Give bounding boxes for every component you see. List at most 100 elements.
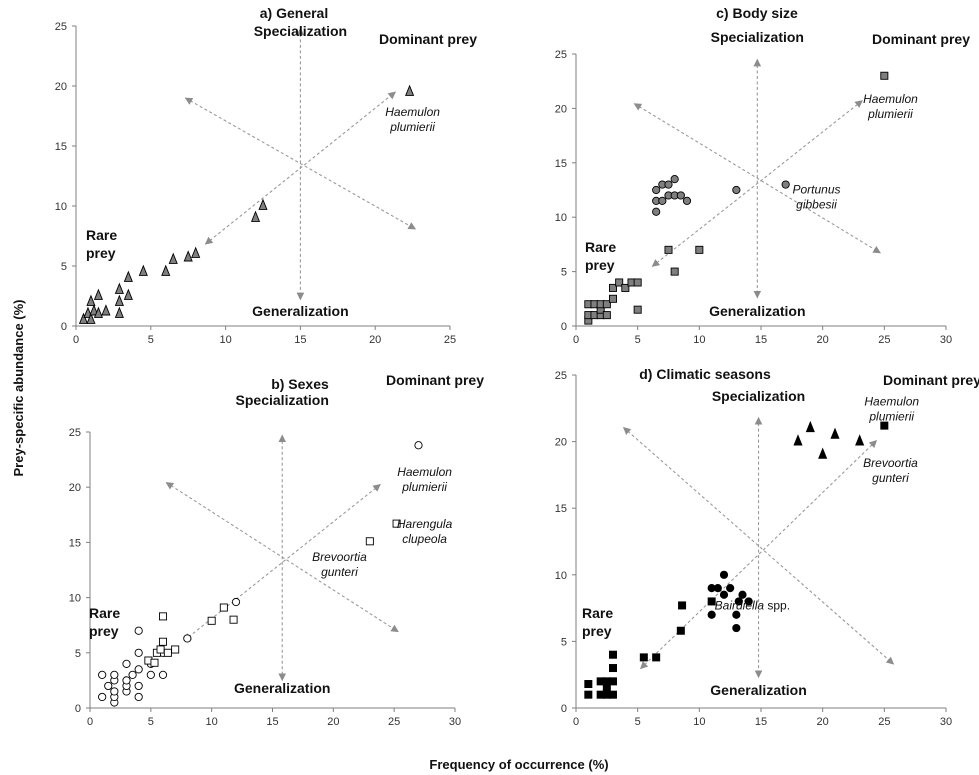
panel-title: a) General (260, 5, 328, 21)
data-point (633, 278, 642, 287)
data-point (609, 283, 618, 292)
data-point (156, 645, 165, 654)
y-tick-label: 15 (55, 141, 67, 153)
y-tick-label: 25 (55, 21, 67, 33)
data-point (123, 288, 133, 300)
y-tick-label: 5 (75, 648, 81, 660)
species-annotation: plumierii (868, 410, 914, 424)
data-point (676, 191, 685, 200)
data-point (719, 570, 729, 579)
y-tick-label: 10 (69, 593, 81, 605)
x-tick-label: 10 (693, 716, 705, 728)
rare-prey-label: prey (89, 623, 119, 639)
data-point (168, 252, 178, 264)
series-triangle (793, 420, 865, 459)
data-point (734, 597, 743, 606)
y-tick-label: 0 (61, 321, 67, 333)
data-point (150, 658, 159, 667)
y-tick-label: 25 (555, 370, 567, 382)
x-tick-label: 5 (148, 334, 154, 346)
data-point (732, 185, 741, 195)
rare-prey-label: Rare (585, 239, 616, 255)
data-point (707, 597, 716, 606)
data-point (602, 300, 611, 309)
rare-prey-label: prey (86, 245, 116, 261)
series-circle (652, 175, 790, 216)
data-point (793, 434, 803, 446)
x-tick-label: 30 (940, 716, 952, 728)
x-tick-label: 0 (73, 334, 79, 346)
data-point (158, 612, 167, 621)
panel-title: b) Sexes (271, 376, 329, 392)
data-point (658, 196, 667, 205)
data-point (639, 653, 648, 662)
series-square (144, 519, 401, 667)
generalization-label: Generalization (710, 682, 806, 698)
data-point (134, 692, 143, 702)
data-point (392, 519, 401, 528)
y-tick-label: 10 (555, 570, 567, 582)
x-tick-label: 5 (635, 716, 641, 728)
data-point (104, 681, 113, 691)
data-point (855, 434, 865, 446)
data-point (229, 615, 238, 624)
data-point (609, 664, 618, 673)
x-tick-label: 5 (148, 716, 154, 728)
panel-title: d) Climatic seasons (639, 366, 771, 382)
species-annotation: plumierii (401, 480, 447, 494)
x-tick-label: 30 (449, 716, 461, 728)
data-point (110, 687, 119, 696)
series-square (584, 421, 889, 699)
data-point (138, 264, 148, 276)
species-annotation: gunteri (872, 471, 909, 485)
x-tick-label: 15 (755, 334, 767, 346)
data-point (98, 692, 107, 702)
y-tick-label: 20 (55, 81, 67, 93)
diagonal-arrow-up (204, 91, 397, 245)
data-point (183, 250, 193, 262)
species-annotation: Haemulon (397, 465, 452, 479)
data-point (171, 645, 180, 654)
y-tick-label: 10 (55, 201, 67, 213)
data-point (134, 626, 143, 635)
data-point (123, 270, 133, 282)
data-point (615, 278, 624, 287)
species-annotation: Harengula (397, 517, 453, 531)
x-tick-label: 20 (369, 334, 381, 346)
data-point (670, 175, 679, 184)
species-annotation: Haemulon (864, 395, 919, 409)
panel-title: c) Body size (716, 5, 798, 21)
data-point (405, 84, 415, 96)
data-point (93, 306, 104, 318)
data-point (191, 246, 201, 258)
data-point (584, 690, 593, 699)
species-annotation: Bairdiella spp. (715, 598, 790, 612)
species-annotation: Brevoortia (312, 550, 367, 564)
data-point (134, 665, 143, 674)
x-tick-label: 20 (817, 716, 829, 728)
data-point (250, 210, 261, 222)
data-point (726, 584, 735, 593)
y-tick-label: 5 (561, 267, 567, 279)
data-point (880, 421, 889, 430)
data-point (114, 282, 124, 294)
data-point (609, 294, 618, 303)
data-point (98, 670, 107, 679)
data-point (805, 420, 815, 433)
data-point (676, 626, 685, 635)
specialization-label: Specialization (236, 392, 329, 408)
data-point (161, 264, 171, 276)
y-tick-label: 20 (555, 103, 567, 115)
y-tick-label: 20 (69, 482, 81, 494)
panel-b: 0 5 10 15 20 25 30 0 5 10 15 20 25 b) SexesSpecializa… (69, 372, 484, 728)
specialization-label: Specialization (711, 29, 804, 45)
x-tick-label: 15 (266, 716, 278, 728)
rare-prey-label: prey (582, 623, 612, 639)
data-point (122, 676, 131, 685)
x-tick-label: 10 (693, 334, 705, 346)
data-point (122, 659, 131, 668)
x-tick-label: 0 (573, 334, 579, 346)
species-annotation: plumierii (867, 107, 913, 121)
x-tick-label: 10 (219, 334, 231, 346)
species-annotation: clupeola (402, 532, 447, 546)
